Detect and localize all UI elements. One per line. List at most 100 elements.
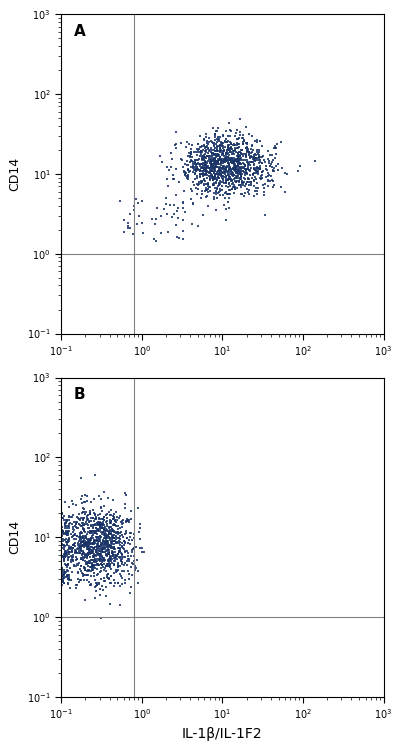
Point — [67, 556, 74, 568]
Point — [184, 160, 190, 172]
Point — [200, 150, 207, 162]
Point — [189, 198, 196, 210]
Point — [215, 187, 221, 199]
Point — [215, 169, 221, 181]
Point — [132, 564, 138, 576]
Point — [98, 539, 104, 551]
Point — [231, 163, 237, 175]
Point — [93, 512, 99, 524]
Point — [192, 154, 198, 166]
Point — [256, 151, 263, 163]
Point — [248, 178, 254, 190]
Point — [227, 142, 233, 154]
Point — [77, 533, 83, 545]
Point — [247, 152, 253, 164]
Point — [219, 163, 225, 175]
Point — [210, 172, 217, 184]
Point — [96, 518, 103, 530]
Point — [244, 145, 250, 157]
Point — [89, 545, 95, 557]
Point — [223, 148, 229, 160]
Point — [73, 517, 80, 529]
Point — [82, 562, 88, 574]
Point — [224, 148, 231, 160]
Point — [171, 199, 178, 211]
Point — [188, 151, 195, 163]
Point — [103, 528, 109, 540]
Point — [103, 532, 109, 544]
Point — [173, 126, 179, 138]
Point — [162, 198, 169, 210]
Point — [233, 162, 239, 174]
Point — [76, 536, 83, 548]
Point — [235, 168, 241, 180]
Point — [61, 568, 67, 580]
Point — [215, 155, 221, 167]
Point — [89, 512, 96, 524]
Point — [205, 178, 211, 189]
Point — [107, 514, 114, 526]
Point — [90, 561, 96, 573]
Point — [91, 519, 97, 531]
Point — [113, 551, 119, 563]
Point — [225, 147, 231, 159]
Point — [225, 118, 232, 130]
Point — [83, 548, 89, 560]
Point — [168, 161, 175, 173]
Point — [60, 539, 67, 551]
Point — [209, 165, 216, 177]
Point — [90, 545, 97, 557]
Point — [180, 202, 186, 214]
Point — [73, 518, 79, 530]
Point — [136, 210, 142, 222]
Point — [203, 190, 210, 202]
Point — [95, 568, 101, 580]
Point — [94, 544, 100, 556]
Point — [236, 167, 242, 179]
Point — [79, 532, 85, 544]
Point — [247, 166, 253, 178]
Point — [110, 533, 116, 545]
Point — [239, 162, 246, 174]
Point — [82, 568, 88, 580]
Point — [215, 154, 222, 166]
Point — [81, 523, 88, 535]
Point — [248, 151, 254, 163]
Point — [202, 168, 208, 180]
Point — [99, 545, 105, 557]
Point — [63, 547, 69, 559]
Point — [188, 155, 195, 167]
Point — [232, 184, 239, 195]
Point — [235, 170, 241, 182]
Point — [74, 547, 80, 559]
Point — [101, 572, 107, 584]
Point — [83, 510, 90, 522]
Point — [227, 130, 233, 142]
Point — [201, 140, 207, 152]
Point — [60, 539, 66, 551]
Point — [223, 175, 230, 187]
Point — [239, 188, 245, 200]
Point — [260, 150, 267, 162]
Point — [78, 540, 84, 552]
Point — [226, 178, 232, 190]
Point — [114, 559, 121, 571]
Point — [214, 136, 221, 148]
Point — [248, 148, 255, 160]
Point — [93, 548, 100, 560]
Point — [231, 169, 237, 181]
Point — [224, 166, 230, 178]
Point — [246, 146, 253, 158]
Point — [215, 157, 221, 169]
Point — [213, 156, 219, 168]
Point — [67, 582, 73, 594]
Point — [239, 144, 245, 156]
Point — [114, 536, 120, 548]
Point — [194, 158, 200, 170]
Point — [83, 574, 90, 586]
Point — [83, 515, 90, 527]
Point — [58, 520, 65, 532]
Point — [253, 167, 259, 179]
Point — [149, 213, 155, 225]
Point — [168, 153, 175, 165]
